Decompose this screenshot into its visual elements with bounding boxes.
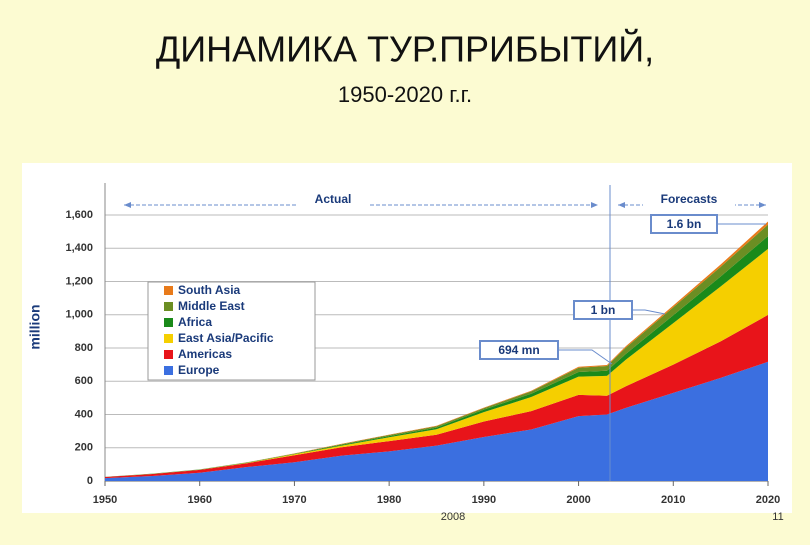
y-tick-label: 600 bbox=[75, 375, 93, 387]
area bbox=[105, 361, 768, 481]
legend-swatch bbox=[164, 350, 173, 359]
callout-label: 1.6 bn bbox=[667, 217, 702, 231]
chart: 0 200 400 600 800 1,000 1,200 1,400 1,600 1950 196… bbox=[27, 183, 780, 506]
legend: Europe Americas East Asia/Pacific Africa Mid… bbox=[147, 281, 316, 381]
x-tick-label: 1970 bbox=[282, 494, 306, 506]
legend-label: Africa bbox=[178, 315, 212, 329]
callout-line bbox=[558, 349, 613, 365]
legend-label: Middle East bbox=[178, 299, 245, 313]
legend-label: Europe bbox=[178, 363, 220, 377]
callout-box bbox=[479, 340, 559, 360]
x-tick-label: 2020 bbox=[756, 494, 780, 506]
legend-swatch bbox=[164, 286, 173, 295]
y-tick-label: 0 bbox=[87, 475, 93, 487]
y-tick-label: 800 bbox=[75, 342, 93, 354]
x-tick-label: 1980 bbox=[377, 494, 401, 506]
label-bg bbox=[296, 193, 370, 207]
callout-box bbox=[650, 214, 718, 234]
y-tick-label: 1,400 bbox=[65, 242, 93, 254]
callout-line bbox=[632, 309, 666, 315]
y-axis-label: million bbox=[27, 304, 43, 349]
legend-label: East Asia/Pacific bbox=[178, 331, 274, 345]
y-tick-label: 1,600 bbox=[65, 209, 93, 221]
arrow-head bbox=[591, 202, 598, 208]
y-tick-label: 400 bbox=[75, 408, 93, 420]
label-bg bbox=[643, 193, 735, 207]
area bbox=[105, 248, 768, 478]
y-tick-label: 1,200 bbox=[65, 275, 93, 287]
footer-date: 2008 bbox=[441, 511, 465, 523]
arrow-head bbox=[759, 202, 766, 208]
legend-label: Americas bbox=[178, 347, 232, 361]
legend-box bbox=[147, 281, 316, 381]
legend-swatch bbox=[164, 302, 173, 311]
legend-swatch bbox=[164, 334, 173, 343]
callout-box bbox=[573, 300, 633, 320]
x-tick-label: 1960 bbox=[187, 494, 211, 506]
y-tick-label: 200 bbox=[75, 442, 93, 454]
slide-title: ДИНАМИКА ТУР.ПРИБЫТИЙ, bbox=[156, 28, 654, 70]
legend-label: South Asia bbox=[178, 283, 241, 297]
page-number: 11 bbox=[772, 511, 783, 523]
arrow-head bbox=[124, 202, 131, 208]
legend-swatch bbox=[164, 366, 173, 375]
x-tick-label: 1990 bbox=[472, 494, 496, 506]
area bbox=[105, 224, 768, 477]
area bbox=[105, 236, 768, 477]
y-tick-label: 1,000 bbox=[65, 309, 93, 321]
annotation: Actual bbox=[315, 192, 352, 206]
x-tick-label: 2000 bbox=[566, 494, 590, 506]
callout-label: 694 mn bbox=[498, 343, 539, 357]
area bbox=[105, 314, 768, 479]
legend-swatch bbox=[164, 318, 173, 327]
x-tick-label: 2010 bbox=[661, 494, 685, 506]
x-tick-label: 1950 bbox=[93, 494, 117, 506]
annotation: Forecasts bbox=[661, 192, 718, 206]
callout-label: 1 bn bbox=[591, 303, 616, 317]
arrow-head bbox=[618, 202, 625, 208]
slide-subtitle: 1950-2020 г.г. bbox=[338, 82, 472, 107]
